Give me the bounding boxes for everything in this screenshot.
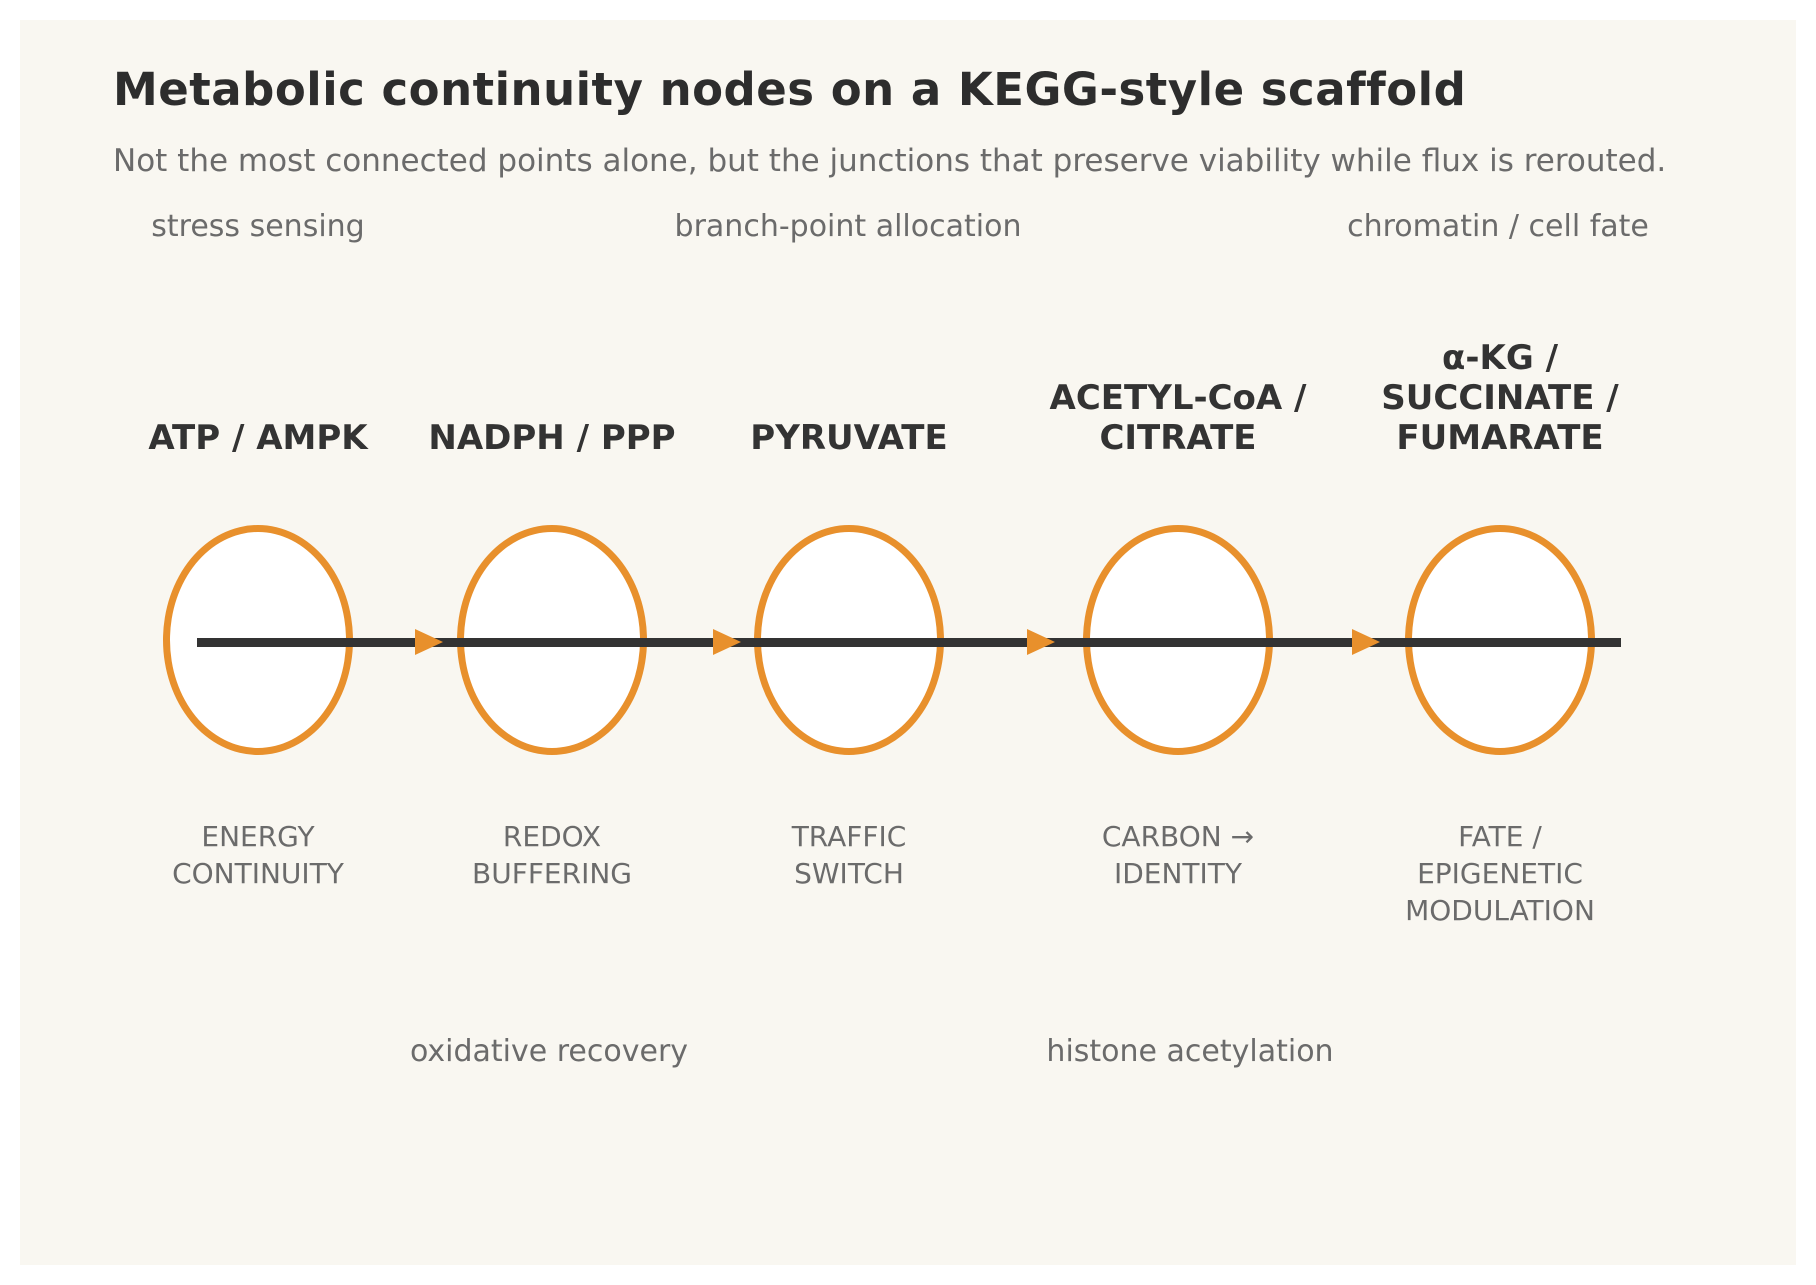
flow-arrowhead-icon bbox=[713, 629, 741, 655]
node-role-acetyl-coa-citrate: CARBON → IDENTITY bbox=[1101, 820, 1255, 890]
flow-annotation: histone acetylation bbox=[1046, 1034, 1334, 1069]
node-role-atp-ampk: ENERGY CONTINUITY bbox=[172, 820, 344, 890]
category-label: branch-point allocation bbox=[674, 209, 1022, 244]
node-title-acetyl-coa-citrate: ACETYL-CoA / CITRATE bbox=[1049, 378, 1307, 458]
node-title-atp-ampk: ATP / AMPK bbox=[148, 418, 368, 458]
node-role-nadph-ppp: REDOX BUFFERING bbox=[472, 820, 632, 890]
node-title-pyruvate: PYRUVATE bbox=[750, 418, 948, 458]
flow-arrowhead-icon bbox=[1352, 629, 1380, 655]
flow-arrowhead-icon bbox=[415, 629, 443, 655]
node-role-akg-succinate-fumarate: FATE / EPIGENETIC MODULATION bbox=[1405, 820, 1595, 927]
node-role-pyruvate: TRAFFIC SWITCH bbox=[791, 820, 907, 890]
category-label: chromatin / cell fate bbox=[1347, 209, 1649, 244]
flow-line bbox=[197, 638, 1621, 647]
page-title: Metabolic continuity nodes on a KEGG-sty… bbox=[113, 63, 1467, 116]
node-title-nadph-ppp: NADPH / PPP bbox=[428, 418, 676, 458]
flow-annotation: oxidative recovery bbox=[409, 1034, 689, 1069]
category-label: stress sensing bbox=[151, 209, 365, 244]
page-subtitle: Not the most connected points alone, but… bbox=[113, 143, 1667, 179]
flow-arrowhead-icon bbox=[1027, 629, 1055, 655]
node-title-akg-succinate-fumarate: α-KG / SUCCINATE / FUMARATE bbox=[1381, 338, 1619, 458]
